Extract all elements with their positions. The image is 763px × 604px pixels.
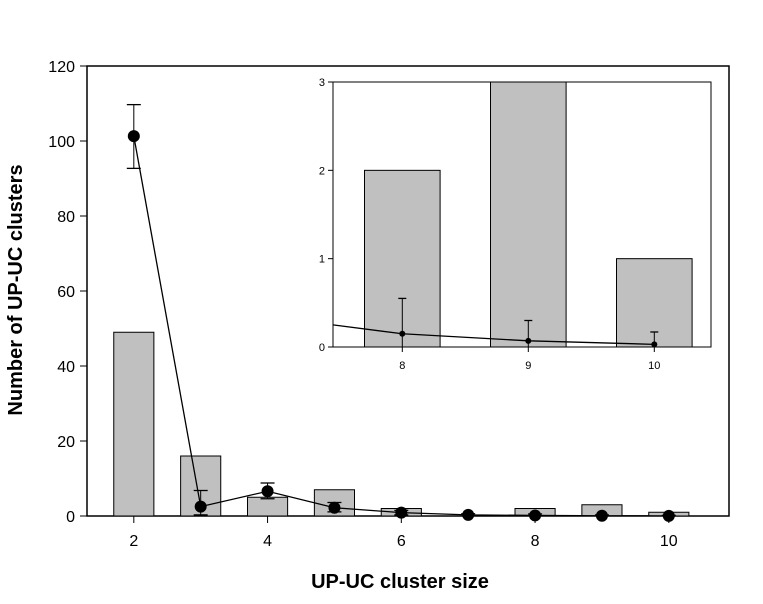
data-point-10 [662, 509, 675, 522]
data-point-5 [328, 501, 341, 514]
inset-y-tick-label-0: 0 [319, 342, 325, 354]
data-point-8 [529, 509, 542, 522]
inset-bar-9 [490, 81, 567, 348]
x-tick-label-2: 2 [129, 533, 138, 550]
data-point-9 [595, 509, 608, 522]
data-point-7 [462, 508, 475, 521]
y-tick-label-0: 0 [66, 509, 75, 526]
data-point-2 [127, 130, 140, 143]
bar-3 [180, 455, 222, 517]
inset-y-tick-label-2: 2 [319, 165, 325, 177]
inset-x-tick-label-10: 10 [648, 360, 660, 372]
y-tick-label-120: 120 [48, 59, 75, 76]
inset-y-tick-label-3: 3 [319, 77, 325, 89]
bar-4 [247, 496, 289, 517]
x-axis-title: UP-UC cluster size [311, 571, 489, 593]
x-tick-label-10: 10 [660, 533, 678, 550]
inset-x-tick-label-8: 8 [399, 360, 405, 372]
bar-2 [113, 331, 155, 517]
data-point-4 [261, 485, 274, 498]
inset-y-tick-label-1: 1 [319, 254, 325, 266]
data-point-3 [194, 500, 207, 513]
y-tick-label-60: 60 [57, 284, 75, 301]
inset-data-point-9 [525, 337, 532, 344]
inset-bar-10 [616, 258, 693, 348]
inset-series-line [332, 324, 655, 345]
x-tick-label-6: 6 [397, 533, 406, 550]
inset-data-point-10 [651, 341, 658, 348]
y-tick-label-100: 100 [48, 134, 75, 151]
x-tick-label-4: 4 [263, 533, 272, 550]
y-tick-label-80: 80 [57, 209, 75, 226]
inset-data-point-8 [399, 330, 406, 337]
y-tick-label-20: 20 [57, 434, 75, 451]
inset-x-tick-label-9: 9 [525, 360, 531, 372]
x-tick-label-8: 8 [531, 533, 540, 550]
y-axis-title: Number of UP-UC clusters [5, 164, 27, 415]
inset-plot: 8 9 10 0 1 2 3 [319, 77, 712, 372]
y-tick-label-40: 40 [57, 359, 75, 376]
data-point-6 [395, 506, 408, 519]
